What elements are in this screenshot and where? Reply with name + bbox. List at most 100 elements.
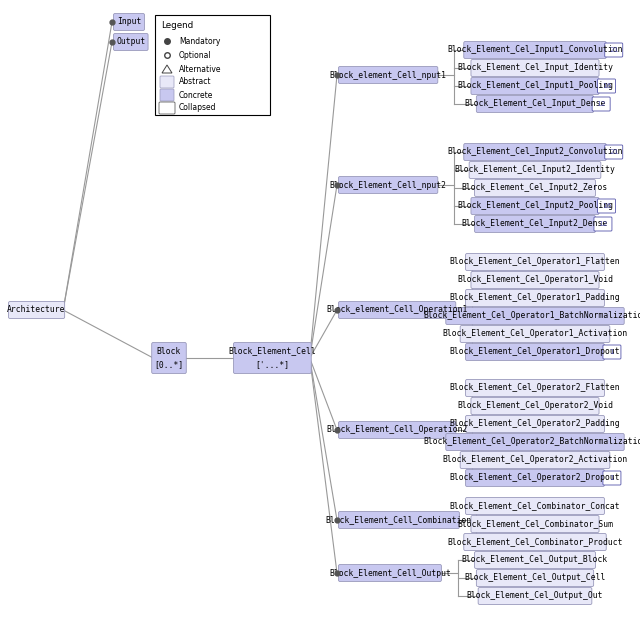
Text: 16: 16 [602, 203, 611, 209]
Text: Output: Output [116, 38, 145, 47]
Text: Input: Input [117, 18, 141, 26]
Text: Block_element_Cell_Operation1: Block_element_Cell_Operation1 [326, 306, 468, 314]
Text: Block_Element_Cel_Operator2_Padding: Block_Element_Cel_Operator2_Padding [450, 420, 620, 428]
Text: Architecture: Architecture [7, 306, 66, 314]
FancyBboxPatch shape [592, 97, 610, 111]
FancyBboxPatch shape [465, 469, 604, 486]
Text: 12: 12 [596, 101, 606, 107]
Text: Block_Element_Cel_Combinator_Sum: Block_Element_Cel_Combinator_Sum [457, 520, 613, 529]
FancyBboxPatch shape [476, 570, 594, 587]
FancyBboxPatch shape [465, 498, 604, 515]
FancyBboxPatch shape [476, 96, 594, 113]
Text: Block_Element_Cel_Input2_Dense: Block_Element_Cel_Input2_Dense [462, 219, 608, 229]
FancyBboxPatch shape [471, 515, 599, 532]
FancyBboxPatch shape [471, 398, 599, 415]
FancyBboxPatch shape [339, 421, 456, 438]
Text: Optional: Optional [179, 50, 212, 59]
Text: Block_Element_Cell: Block_Element_Cell [228, 346, 316, 355]
Text: Block_element_Cell_nput1: Block_element_Cell_nput1 [330, 71, 447, 79]
Text: Block_Element_Cel_Input_Identity: Block_Element_Cel_Input_Identity [457, 64, 613, 72]
Text: [0..*]: [0..*] [154, 360, 184, 370]
Text: Block_Element_Cel_Operator1_Void: Block_Element_Cel_Operator1_Void [457, 275, 613, 285]
FancyBboxPatch shape [464, 144, 606, 161]
Text: Block_Element_Cel_Operator1_Activation: Block_Element_Cel_Operator1_Activation [442, 329, 628, 338]
Text: Block_Element_Cel_Combinator_Product: Block_Element_Cel_Combinator_Product [447, 537, 623, 546]
Text: Block_Element_Cel_Output_Out: Block_Element_Cel_Output_Out [467, 592, 604, 600]
FancyBboxPatch shape [339, 176, 438, 193]
Text: Abstract: Abstract [179, 77, 211, 86]
Text: Block_Element_Cel_Operator2_BatchNormalization: Block_Element_Cel_Operator2_BatchNormali… [423, 437, 640, 447]
FancyBboxPatch shape [478, 588, 592, 605]
Text: Block_Element_Cel_Input1_Pooling: Block_Element_Cel_Input1_Pooling [457, 81, 613, 91]
Text: 21: 21 [609, 47, 618, 53]
Text: 1: 1 [609, 475, 614, 481]
FancyBboxPatch shape [460, 452, 610, 469]
Text: Block_Element_Cel_Output_Cell: Block_Element_Cel_Output_Cell [464, 573, 605, 583]
FancyBboxPatch shape [464, 534, 606, 551]
FancyBboxPatch shape [460, 326, 610, 343]
Text: ['...*]: ['...*] [255, 360, 289, 370]
FancyBboxPatch shape [465, 379, 604, 396]
Text: Block_Element_Cel_Input2_Identity: Block_Element_Cel_Input2_Identity [454, 166, 616, 175]
FancyBboxPatch shape [339, 302, 456, 319]
FancyBboxPatch shape [603, 345, 621, 359]
Text: Block_Element_Cel_Operator2_Flatten: Block_Element_Cel_Operator2_Flatten [450, 384, 620, 392]
FancyBboxPatch shape [598, 199, 616, 213]
Text: Block_Element_Cel_Operator1_BatchNormalization: Block_Element_Cel_Operator1_BatchNormali… [423, 311, 640, 321]
Text: Alternative: Alternative [179, 64, 221, 74]
FancyBboxPatch shape [465, 416, 604, 433]
FancyBboxPatch shape [234, 343, 311, 374]
FancyBboxPatch shape [155, 15, 270, 115]
Text: Block_Element_Cell_Operation2: Block_Element_Cell_Operation2 [326, 425, 468, 435]
FancyBboxPatch shape [465, 253, 604, 270]
FancyBboxPatch shape [469, 161, 601, 178]
FancyBboxPatch shape [113, 13, 145, 30]
FancyBboxPatch shape [339, 564, 442, 581]
Text: Block_Element_Cell_nput2: Block_Element_Cell_nput2 [330, 181, 447, 190]
FancyBboxPatch shape [160, 76, 174, 88]
Text: Block_Element_Cell_Combination: Block_Element_Cell_Combination [326, 515, 472, 525]
Text: Block_Element_Cel_Operator2_Activation: Block_Element_Cel_Operator2_Activation [442, 455, 628, 464]
FancyBboxPatch shape [464, 42, 606, 59]
Text: Block_Element_Cel_Operator2_Dropout: Block_Element_Cel_Operator2_Dropout [450, 474, 620, 483]
FancyBboxPatch shape [446, 307, 624, 324]
Text: Collapsed: Collapsed [179, 103, 216, 113]
FancyBboxPatch shape [339, 67, 438, 84]
FancyBboxPatch shape [475, 551, 595, 568]
FancyBboxPatch shape [465, 343, 604, 360]
Text: 12: 12 [598, 221, 608, 227]
Text: Block_Element_Cel_Input1_Convolution: Block_Element_Cel_Input1_Convolution [447, 45, 623, 55]
FancyBboxPatch shape [446, 433, 624, 450]
FancyBboxPatch shape [605, 43, 623, 57]
Text: Block_Element_Cel_Input_Dense: Block_Element_Cel_Input_Dense [464, 100, 605, 108]
FancyBboxPatch shape [605, 145, 623, 159]
Text: Block_Element_Cel_Operator1_Flatten: Block_Element_Cel_Operator1_Flatten [450, 258, 620, 266]
FancyBboxPatch shape [471, 197, 599, 214]
Text: Block_Element_Cel_Input2_Zeros: Block_Element_Cel_Input2_Zeros [462, 183, 608, 193]
FancyBboxPatch shape [471, 272, 599, 289]
FancyBboxPatch shape [475, 215, 595, 232]
Text: Block_Element_Cel_Combinator_Concat: Block_Element_Cel_Combinator_Concat [450, 501, 620, 510]
Text: Block_Element_Cel_Operator1_Dropout: Block_Element_Cel_Operator1_Dropout [450, 348, 620, 357]
Text: Block_Element_Cel_Operator1_Padding: Block_Element_Cel_Operator1_Padding [450, 294, 620, 302]
Text: Concrete: Concrete [179, 91, 213, 100]
FancyBboxPatch shape [603, 471, 621, 485]
FancyBboxPatch shape [160, 89, 174, 101]
Text: 1: 1 [609, 349, 614, 355]
Text: Block_Element_Cell_Output: Block_Element_Cell_Output [329, 568, 451, 578]
Text: Block_Element_Cel_Operator2_Void: Block_Element_Cel_Operator2_Void [457, 401, 613, 411]
Text: Block: Block [157, 346, 181, 355]
Text: 21: 21 [609, 149, 618, 155]
FancyBboxPatch shape [475, 180, 595, 197]
FancyBboxPatch shape [152, 343, 186, 374]
Text: Legend: Legend [161, 21, 193, 30]
FancyBboxPatch shape [471, 77, 599, 94]
Text: 16: 16 [602, 83, 611, 89]
FancyBboxPatch shape [465, 290, 604, 307]
Text: Block_Element_Cel_Output_Block: Block_Element_Cel_Output_Block [462, 556, 608, 564]
Text: Mandatory: Mandatory [179, 37, 220, 45]
FancyBboxPatch shape [339, 512, 460, 529]
FancyBboxPatch shape [594, 217, 612, 231]
Text: Block_Element_Cel_Input2_Pooling: Block_Element_Cel_Input2_Pooling [457, 202, 613, 210]
FancyBboxPatch shape [598, 79, 616, 93]
